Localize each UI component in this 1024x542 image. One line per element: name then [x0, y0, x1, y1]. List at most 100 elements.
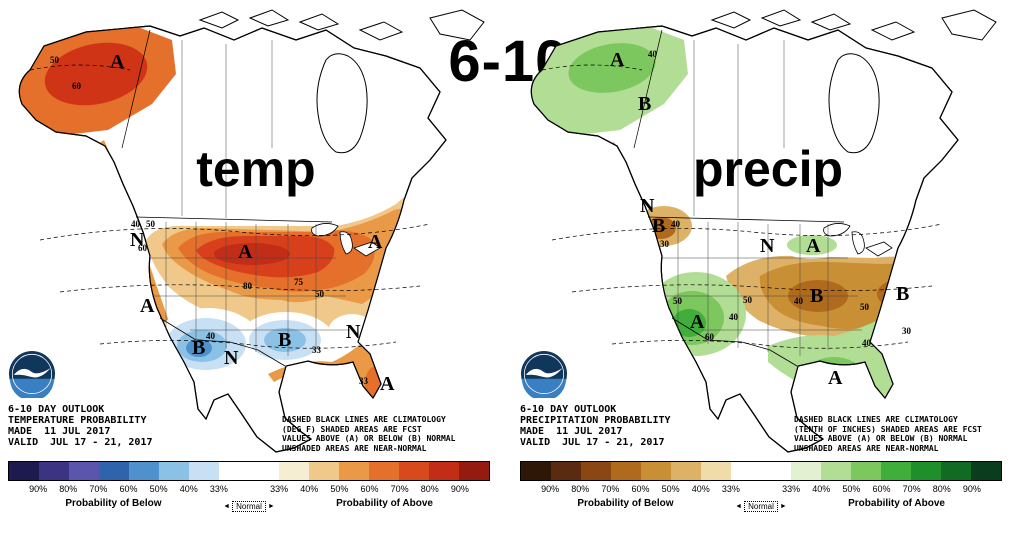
legend-cell — [219, 462, 249, 480]
normal-label: Normal — [744, 500, 778, 512]
contour-number: 30 — [902, 326, 911, 336]
legend-percent-label: 40% — [179, 484, 198, 494]
contour-number: 75 — [294, 277, 303, 287]
legend-cell — [339, 462, 369, 480]
legend-color-bar — [520, 461, 1002, 481]
legend-percent-label: 80% — [932, 484, 951, 494]
contour-number: 50 — [146, 219, 155, 229]
legend-percent-label: 50% — [842, 484, 861, 494]
region-letter: A — [368, 231, 383, 253]
legend-percent-label: 40% — [691, 484, 710, 494]
legend-percent-label: 50% — [330, 484, 349, 494]
contour-number: 40 — [862, 338, 871, 348]
temperature-shaded-regions — [19, 26, 429, 402]
legend-percent-label: 33% — [209, 484, 228, 494]
precipitation-map — [512, 0, 1024, 460]
contour-number: 50 — [315, 289, 324, 299]
outlook-text: 6-10 DAY OUTLOOK TEMPERATURE PROBABILITY… — [8, 404, 153, 448]
legend-cell — [911, 462, 941, 480]
legend-cell — [701, 462, 731, 480]
contour-number: 40 — [794, 296, 803, 306]
contour-number: 50 — [673, 296, 682, 306]
probability-above-label: Probability of Above — [848, 498, 945, 509]
legend-cell — [881, 462, 911, 480]
map-label-temp: temp — [196, 141, 316, 197]
legend-cell — [429, 462, 459, 480]
legend-cell — [249, 462, 279, 480]
legend-cell — [971, 462, 1001, 480]
region-letter: A — [110, 51, 125, 73]
region-letter: B — [192, 337, 206, 359]
region-letter: B — [638, 93, 652, 115]
region-letter: B — [896, 283, 910, 305]
legend-cell — [641, 462, 671, 480]
legend-cell — [369, 462, 399, 480]
legend-percent-label: 90% — [541, 484, 560, 494]
legend-caption-row: Probability of Below ◄ Normal ► Probabilit… — [8, 498, 490, 514]
region-letter: A — [238, 241, 253, 263]
map-label-precip: precip — [692, 141, 844, 197]
contour-number: 40 — [729, 312, 738, 322]
normal-label-group: ◄ Normal ► — [219, 498, 279, 514]
legend-cell — [611, 462, 641, 480]
region-letter: A — [828, 367, 843, 389]
region-alaska-above-core — [568, 43, 656, 93]
legend-cell — [69, 462, 99, 480]
region-letter: A — [806, 235, 821, 257]
region-gulf-above-strip — [268, 336, 388, 402]
legend-cell — [581, 462, 611, 480]
contour-number: 30 — [660, 239, 669, 249]
legend-percent-label: 60% — [872, 484, 891, 494]
legend-percent-label: 60% — [360, 484, 379, 494]
legend-percent-label: 60% — [119, 484, 138, 494]
contour-number: 33 — [312, 345, 321, 355]
right-arrow-icon: ► — [267, 502, 275, 510]
contour-number: 80 — [243, 281, 252, 291]
legend-percent-label: 90% — [450, 484, 469, 494]
legend-cell — [9, 462, 39, 480]
temperature-map — [0, 0, 512, 460]
contour-number: 40 — [131, 219, 140, 229]
region-letter: N — [640, 195, 655, 217]
legend-cell — [129, 462, 159, 480]
contour-number: 40 — [206, 331, 215, 341]
noaa-logo — [520, 350, 568, 398]
region-letter: B — [810, 285, 824, 307]
left-arrow-icon: ◄ — [223, 502, 231, 510]
contour-number: 60 — [138, 243, 147, 253]
normal-label-group: ◄ Normal ► — [731, 498, 791, 514]
legend-percent-label: 70% — [902, 484, 921, 494]
region-letter: N — [224, 347, 239, 369]
region-plains-below-40 — [264, 328, 306, 352]
legend-percent-label: 70% — [390, 484, 409, 494]
legend-percent-label: 60% — [631, 484, 650, 494]
region-letter: A — [380, 373, 395, 395]
region-letter: A — [610, 49, 625, 71]
legend-percent-label: 90% — [29, 484, 48, 494]
region-letter: N — [130, 229, 145, 251]
legend-cell — [731, 462, 761, 480]
legend-percent-label: 33% — [270, 484, 289, 494]
outlook-text: 6-10 DAY OUTLOOK PRECIPITATION PROBABILI… — [520, 404, 671, 448]
legend-cell — [189, 462, 219, 480]
legend-cell — [159, 462, 189, 480]
legend-percent-row: 90% 80% 70% 60% 50% 40% 33% 33% 40% 50% 60% 70% 80%… — [8, 484, 490, 494]
legend-cell — [39, 462, 69, 480]
legend-percent-label: 50% — [661, 484, 680, 494]
right-arrow-icon: ► — [779, 502, 787, 510]
legend-percent-label: 80% — [59, 484, 78, 494]
region-letter: N — [760, 235, 775, 257]
legend-percent-label: 80% — [571, 484, 590, 494]
legend-percent-label: 40% — [300, 484, 319, 494]
contour-number: 40 — [671, 219, 680, 229]
legend-cell — [459, 462, 489, 480]
contour-number: 33 — [359, 376, 368, 386]
region-letter: B — [278, 329, 292, 351]
region-letter: N — [346, 321, 361, 343]
legend-color-bar — [8, 461, 490, 481]
legend-cell — [551, 462, 581, 480]
map-note-text: DASHED BLACK LINES ARE CLIMATOLOGY (DEG … — [282, 415, 456, 453]
legend-percent-label: 70% — [601, 484, 620, 494]
map-note-text: DASHED BLACK LINES ARE CLIMATOLOGY (TENT… — [794, 415, 982, 453]
